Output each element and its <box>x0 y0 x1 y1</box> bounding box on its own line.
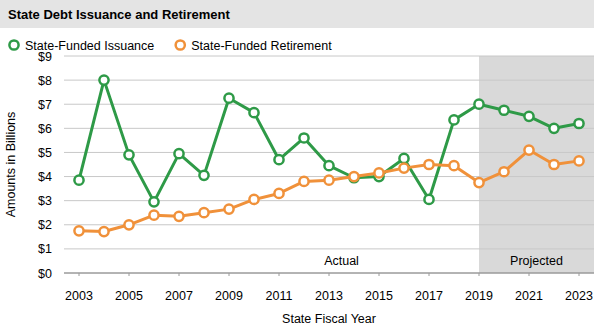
series-marker <box>424 160 433 169</box>
grid-line <box>64 200 594 201</box>
x-axis-label: State Fiscal Year <box>282 312 376 326</box>
y-tick-label: $6 <box>38 122 52 136</box>
series-marker <box>424 195 433 204</box>
series-marker <box>449 115 458 124</box>
series-marker <box>199 171 208 180</box>
grid-line <box>64 128 594 129</box>
series-group <box>74 76 583 237</box>
y-tick-label: $2 <box>38 218 52 232</box>
region-label: Actual <box>324 254 359 268</box>
series-marker <box>124 150 133 159</box>
grid <box>64 56 594 273</box>
series-marker <box>299 133 308 142</box>
series-marker <box>249 195 258 204</box>
series-marker <box>274 155 283 164</box>
legend-marker <box>176 40 185 49</box>
series-marker <box>524 112 533 121</box>
x-tick <box>229 273 230 276</box>
y-tick-label: $7 <box>38 98 52 112</box>
series-marker <box>549 160 558 169</box>
series-marker <box>224 205 233 214</box>
series-marker <box>299 177 308 186</box>
series-marker <box>499 167 508 176</box>
legend-label: State-Funded Issuance <box>25 39 154 53</box>
series-marker <box>474 100 483 109</box>
series-marker <box>99 227 108 236</box>
x-tick-label: 2009 <box>215 289 243 303</box>
series-marker <box>274 189 283 198</box>
grid-line <box>64 80 594 81</box>
x-tick-label: 2015 <box>365 289 393 303</box>
x-tick-label: 2007 <box>165 289 193 303</box>
grid-line <box>64 104 594 105</box>
x-tick-label: 2023 <box>565 289 593 303</box>
x-tick <box>379 273 380 276</box>
x-tick-label: 2013 <box>315 289 343 303</box>
series-marker <box>149 211 158 220</box>
legend-marker <box>9 40 18 49</box>
header-bar <box>0 0 594 28</box>
series-marker <box>449 161 458 170</box>
x-tick <box>79 273 80 276</box>
y-tick-label: $0 <box>38 267 52 281</box>
series-marker <box>224 94 233 103</box>
series-marker <box>574 156 583 165</box>
grid-line <box>64 224 594 225</box>
series-line <box>79 150 579 232</box>
grid-line <box>64 56 594 57</box>
series-marker <box>249 108 258 117</box>
series-marker <box>474 178 483 187</box>
legend: State-Funded Issuance State-Funded Retire… <box>9 39 332 53</box>
series-marker <box>174 149 183 158</box>
x-tick <box>579 273 580 276</box>
series-marker <box>399 164 408 173</box>
x-tick <box>529 273 530 276</box>
x-tick-label: 2017 <box>415 289 443 303</box>
series-marker <box>524 145 533 154</box>
x-tick-label: 2021 <box>515 289 543 303</box>
y-tick-label: $5 <box>38 146 52 160</box>
y-tick-label: $3 <box>38 194 52 208</box>
grid-line <box>64 248 594 249</box>
y-tick-label: $1 <box>38 242 52 256</box>
legend-label: State-Funded Retirement <box>191 39 332 53</box>
x-tick <box>279 273 280 276</box>
series-marker <box>399 154 408 163</box>
series-marker <box>99 76 108 85</box>
series-marker <box>74 226 83 235</box>
y-tick-label: $8 <box>38 74 52 88</box>
x-tick <box>179 273 180 276</box>
series-marker <box>549 124 558 133</box>
region-label: Projected <box>510 254 563 268</box>
series-marker <box>199 208 208 217</box>
grid-line <box>64 152 594 153</box>
series-marker <box>499 106 508 115</box>
series-marker <box>324 161 333 170</box>
region <box>64 56 479 273</box>
x-tick <box>329 273 330 276</box>
x-tick <box>429 273 430 276</box>
series-line <box>79 80 579 202</box>
series-marker <box>149 197 158 206</box>
regions <box>64 56 594 273</box>
series-marker <box>124 220 133 229</box>
x-tick-label: 2011 <box>266 289 293 303</box>
series-marker <box>74 176 83 185</box>
x-tick <box>129 273 130 276</box>
series-marker <box>374 168 383 177</box>
series-marker <box>174 212 183 221</box>
series-marker <box>349 172 358 181</box>
series-marker <box>324 176 333 185</box>
y-axis-label: Amounts in Billions <box>4 112 18 218</box>
y-tick-label: $4 <box>38 170 52 184</box>
title: State Debt Issuance and Retirement <box>8 7 230 22</box>
x-tick-label: 2019 <box>465 289 493 303</box>
x-tick-label: 2005 <box>115 289 143 303</box>
chart: State Debt Issuance and Retirement $0 $1 $2… <box>0 0 594 329</box>
x-tick-label: 2003 <box>65 289 93 303</box>
region <box>479 56 594 273</box>
x-tick <box>479 273 480 276</box>
series-marker <box>574 119 583 128</box>
